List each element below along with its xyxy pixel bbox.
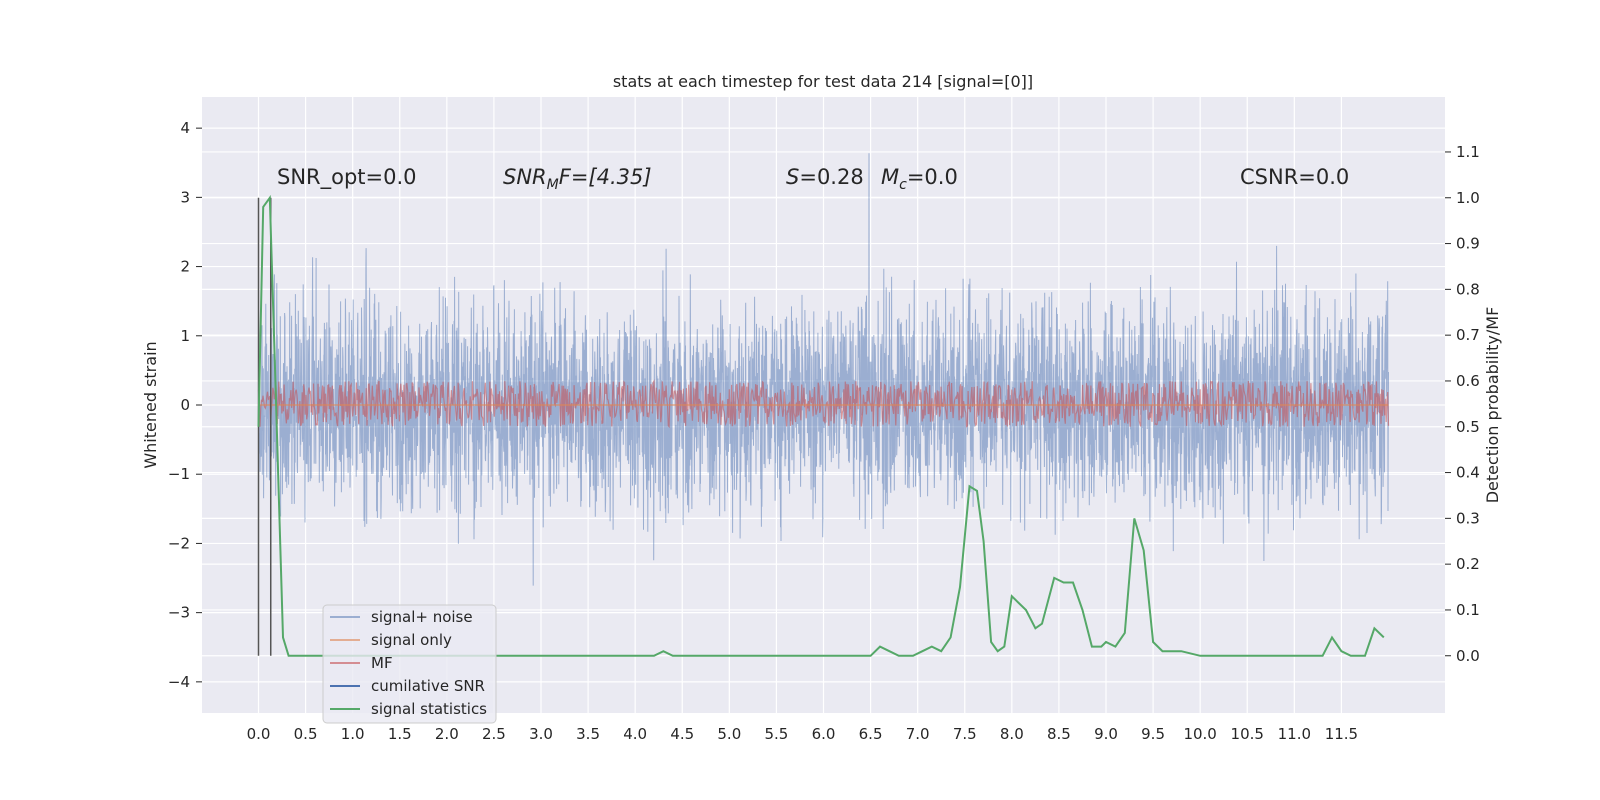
y-tick-label: 3 <box>180 188 190 206</box>
x-tick-label: 1.0 <box>341 725 365 743</box>
y-tick-label: −2 <box>168 534 190 552</box>
annotation-csnr: CSNR=0.0 <box>1240 165 1349 189</box>
legend-label-mf: MF <box>371 654 393 672</box>
x-tick-label: 9.0 <box>1094 725 1118 743</box>
y2-tick-label: 1.1 <box>1456 143 1480 161</box>
y2-tick-label: 0.4 <box>1456 464 1480 482</box>
annotation-mc-label: M <box>881 165 899 189</box>
y2-tick-label: 0.0 <box>1456 647 1480 665</box>
y-tick-label: −1 <box>168 465 190 483</box>
x-tick-label: 0.0 <box>247 725 271 743</box>
x-tick-label: 10.5 <box>1231 725 1264 743</box>
annotation-snr-mf-sub: M <box>547 177 559 193</box>
annotation-s-label: S <box>786 165 799 189</box>
series-signal-statistics <box>257 194 1385 657</box>
y2-tick-label: 0.9 <box>1456 235 1480 253</box>
y-tick-label: 0 <box>180 396 190 414</box>
legend-label-signal-noise: signal+ noise <box>371 608 473 626</box>
mf-line <box>257 379 1390 429</box>
x-tick-label: 10.0 <box>1183 725 1216 743</box>
annotation-mc: Mc=0.0 <box>881 165 958 193</box>
x-tick-label: 8.0 <box>1000 725 1024 743</box>
y-tick-label: 2 <box>180 258 190 276</box>
x-tick-label: 6.0 <box>812 725 836 743</box>
x-tick-label: 8.5 <box>1047 725 1071 743</box>
x-tick-label: 3.5 <box>576 725 600 743</box>
x-tick-label: 11.0 <box>1278 725 1311 743</box>
legend-label-signal-statistics: signal statistics <box>371 700 487 718</box>
y2-axis-label: Detection probability/MF <box>1483 307 1502 504</box>
x-tick-label: 9.5 <box>1141 725 1165 743</box>
x-tick-label: 11.5 <box>1325 725 1358 743</box>
y2-axis: 1.1 1.0 0.9 0.8 0.7 0.6 0.5 0.4 0.3 0.2 0.1 0.0 <box>1445 143 1480 665</box>
x-axis: 0.0 0.5 1.0 1.5 2.0 2.5 3.0 3.5 4.0 4.5 5.0 5.5 6.0 6… <box>247 725 1359 743</box>
x-tick-label: 3.0 <box>529 725 553 743</box>
x-tick-label: 4.0 <box>623 725 647 743</box>
legend-label-cumulative-snr: cumilative SNR <box>371 677 485 695</box>
y-axis: 4 3 2 1 0 −1 −2 −3 −4 <box>168 119 202 691</box>
legend-label-signal-only: signal only <box>371 631 452 649</box>
x-tick-label: 0.5 <box>294 725 318 743</box>
annotation-snr-mf-rest: F=[4.35] <box>559 165 652 189</box>
x-tick-label: 2.5 <box>482 725 506 743</box>
y2-tick-label: 0.7 <box>1456 326 1480 344</box>
y-tick-label: 4 <box>180 119 190 137</box>
y2-tick-label: 0.2 <box>1456 555 1480 573</box>
annotation-mc-sub: c <box>899 177 907 193</box>
legend-box <box>322 604 497 724</box>
annotation-mc-value: =0.0 <box>907 165 958 189</box>
y2-tick-label: 0.8 <box>1456 280 1480 298</box>
annotation-s-value: =0.28 <box>799 165 863 189</box>
y2-tick-label: 0.5 <box>1456 418 1480 436</box>
y2-tick-label: 1.0 <box>1456 189 1480 207</box>
y-tick-label: −4 <box>168 673 190 691</box>
legend: signal+ noise signal only MF cumilative … <box>322 604 497 724</box>
y-tick-label: 1 <box>180 327 190 345</box>
y2-tick-label: 0.6 <box>1456 372 1480 390</box>
annotation-snr-mf: SNRMF=[4.35] <box>503 165 652 193</box>
x-tick-label: 5.0 <box>717 725 741 743</box>
x-tick-label: 7.0 <box>906 725 930 743</box>
y-tick-label: −3 <box>168 604 190 622</box>
y-axis-label: Whitened strain <box>141 341 160 468</box>
chart-title: stats at each timestep for test data 214… <box>613 72 1033 91</box>
y2-tick-label: 0.1 <box>1456 601 1480 619</box>
annotation-snr-opt: SNR_opt=0.0 <box>277 165 417 190</box>
x-tick-label: 7.5 <box>953 725 977 743</box>
annotation-snr-mf-base: SNR <box>503 165 547 189</box>
x-tick-label: 4.5 <box>670 725 694 743</box>
x-tick-label: 2.0 <box>435 725 459 743</box>
x-tick-label: 1.5 <box>388 725 412 743</box>
x-tick-label: 6.5 <box>859 725 883 743</box>
annotation-s: S=0.28 <box>786 165 864 189</box>
series-mf <box>257 379 1390 429</box>
x-tick-label: 5.5 <box>764 725 788 743</box>
y2-tick-label: 0.3 <box>1456 509 1480 527</box>
